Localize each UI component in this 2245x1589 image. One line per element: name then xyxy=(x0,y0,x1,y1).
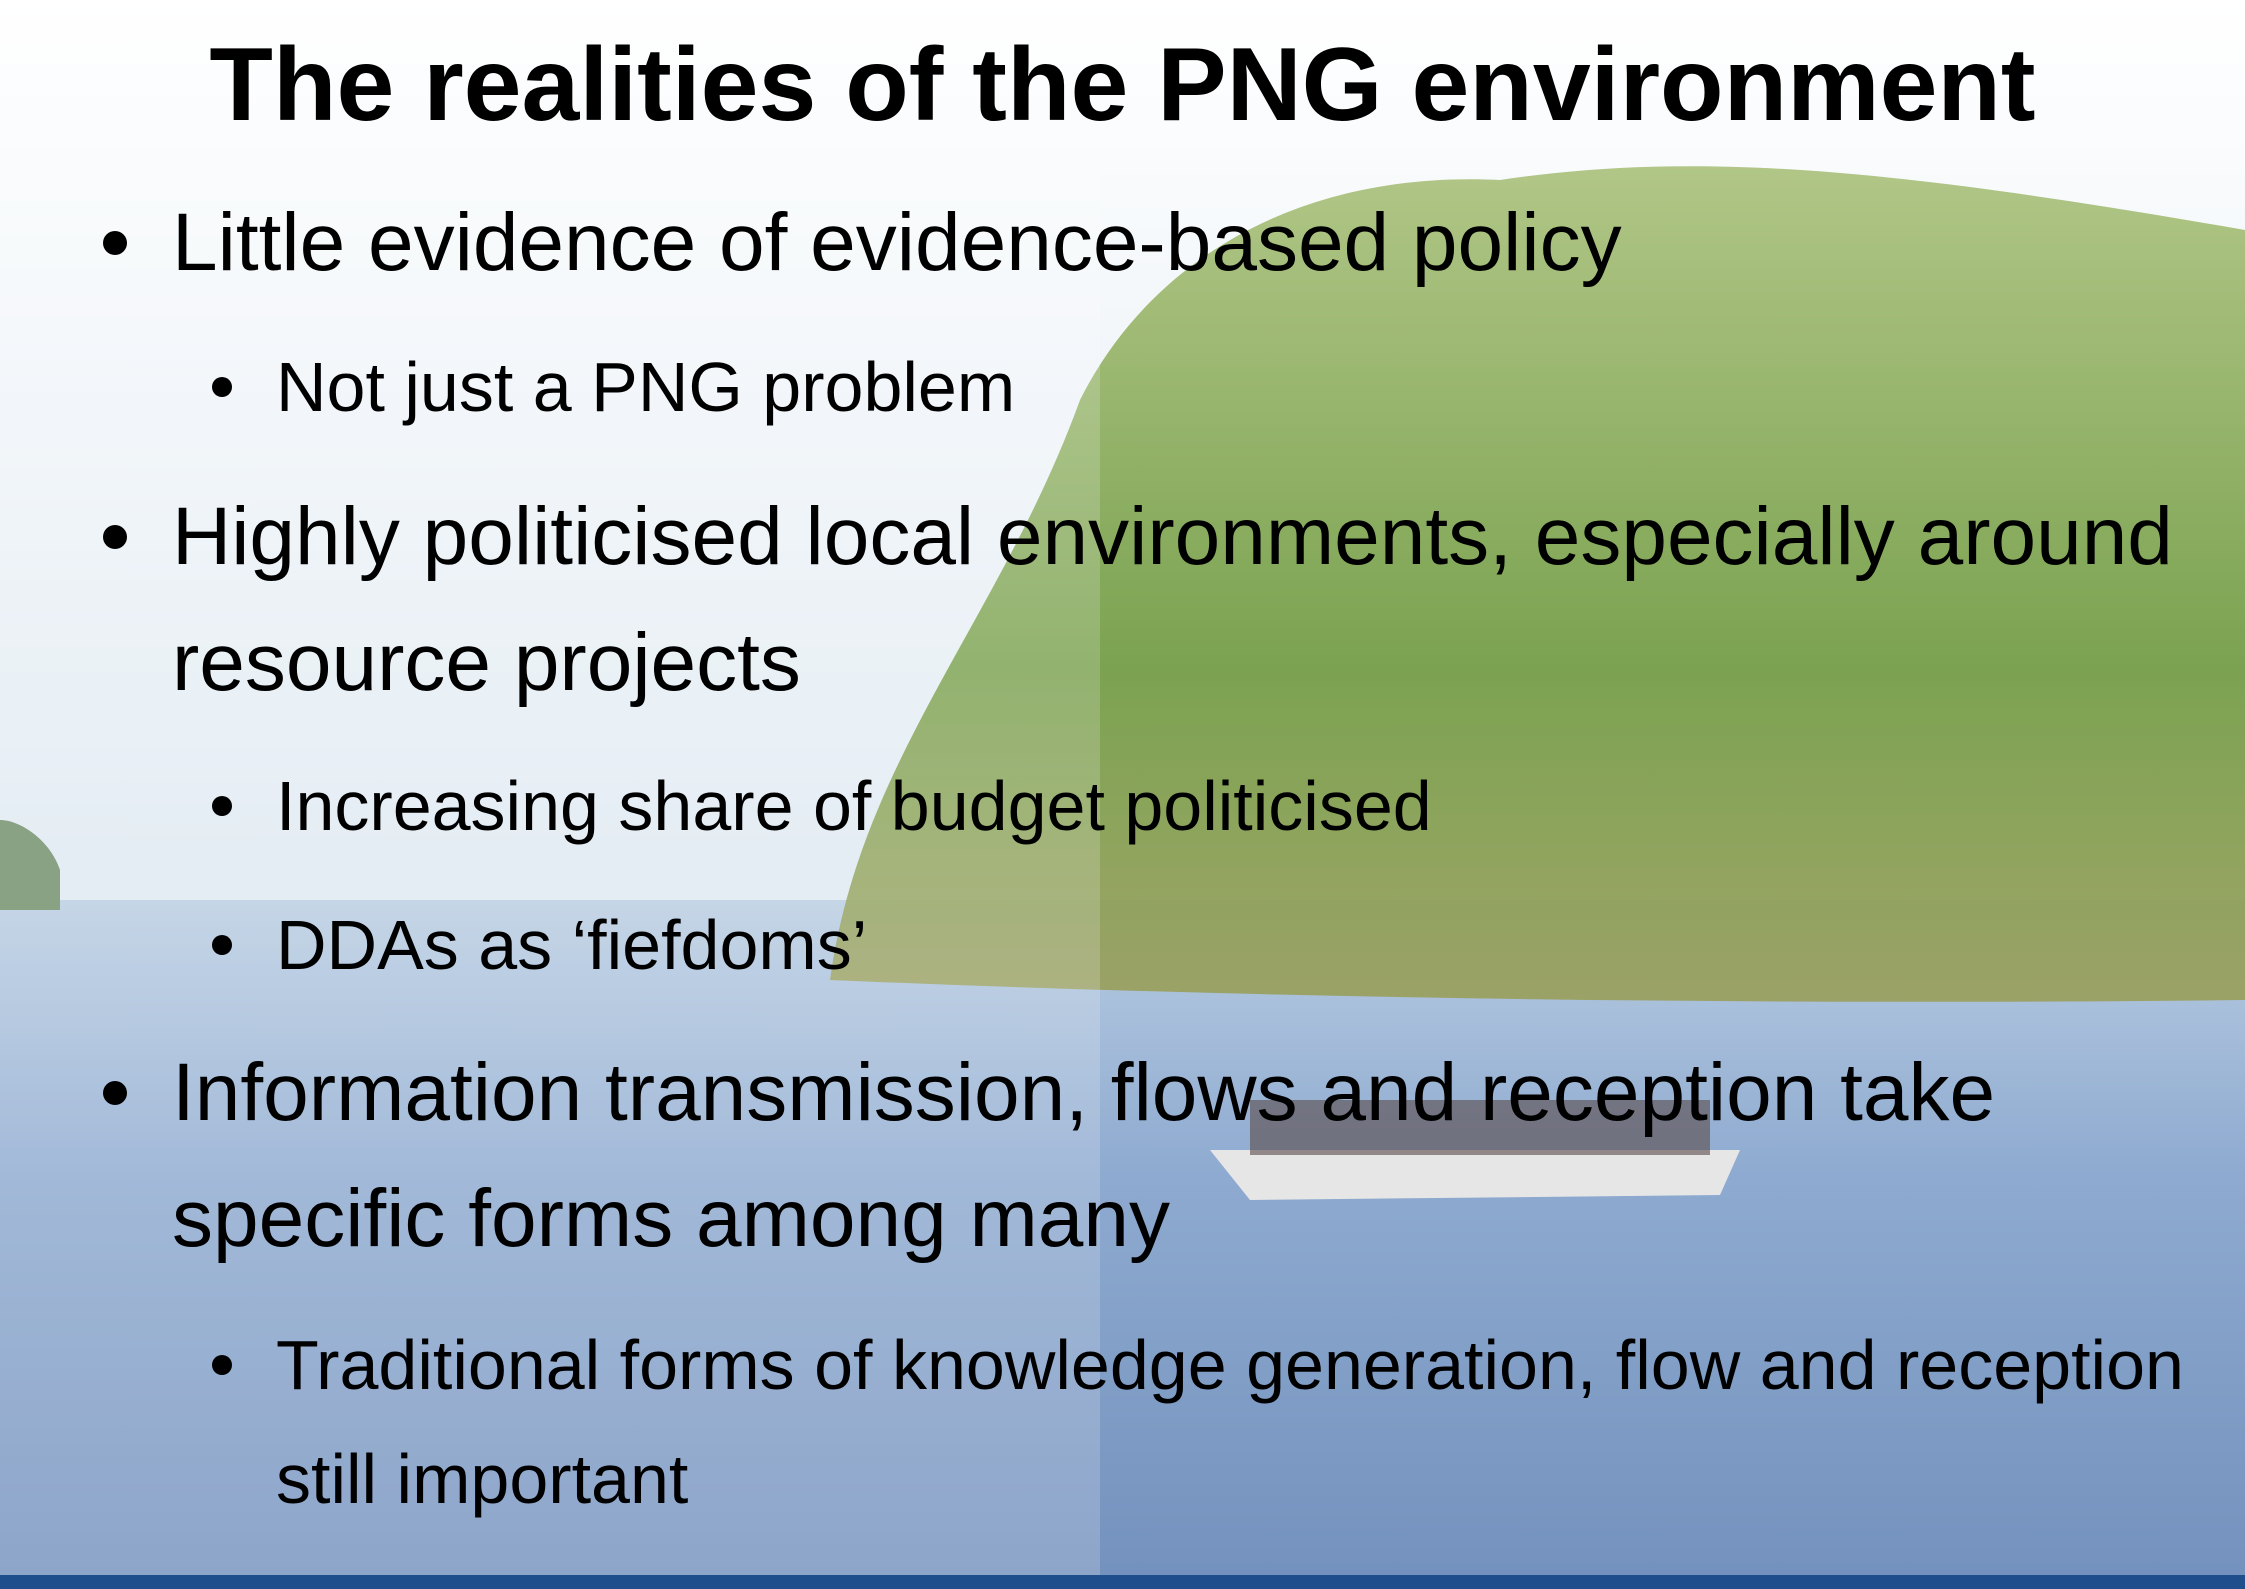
bullet-text: Little evidence of evidence-based policy xyxy=(172,180,2222,306)
bullet-text: Highly politicised local environments, e… xyxy=(172,474,2222,726)
sub-bullet xyxy=(212,796,232,816)
slide-title: The realities of the PNG environment xyxy=(0,20,2245,150)
sub-bullet-text: Increasing share of budget politicised xyxy=(276,749,2216,863)
sub-bullet-text: DDAs as ‘fiefdoms’ xyxy=(276,888,2216,1002)
sub-bullet-text: Not just a PNG problem xyxy=(276,330,2216,444)
bullet xyxy=(103,231,127,255)
bullet xyxy=(103,525,127,549)
sub-bullet xyxy=(212,377,232,397)
sub-bullet xyxy=(212,935,232,955)
footer-bar xyxy=(0,1575,2245,1589)
bullet xyxy=(103,1081,127,1105)
bullet-text: Information transmission, flows and rece… xyxy=(172,1030,2222,1282)
sub-bullet xyxy=(212,1355,232,1375)
sub-bullet-text: Traditional forms of knowledge generatio… xyxy=(276,1308,2216,1536)
slide: The realities of the PNG environment Lit… xyxy=(0,0,2245,1589)
